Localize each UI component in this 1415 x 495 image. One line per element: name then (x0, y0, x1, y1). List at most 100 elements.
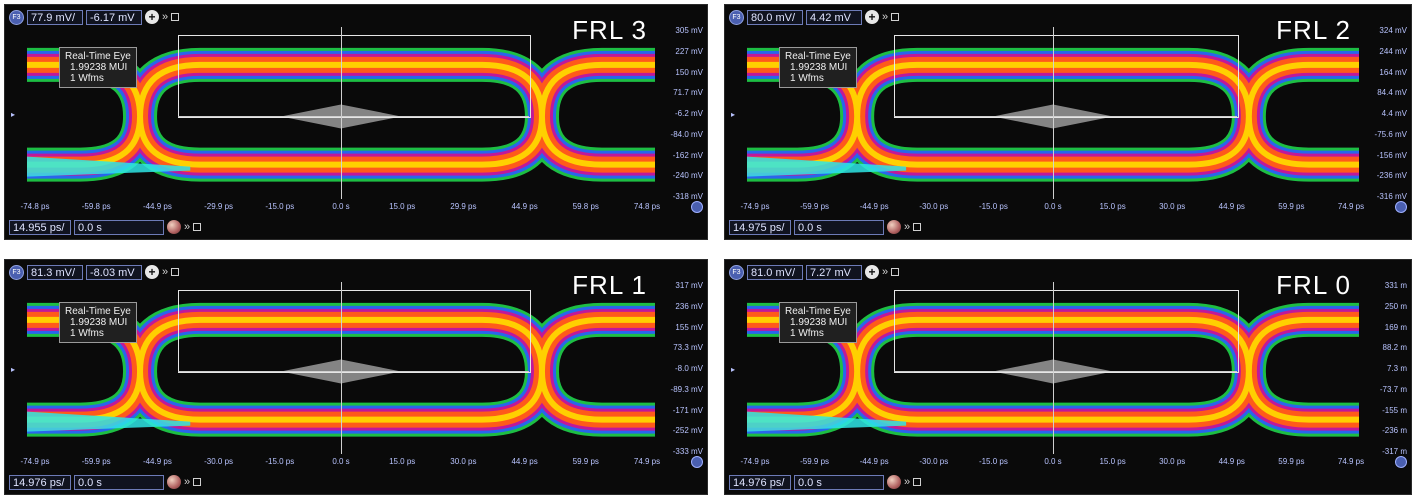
volts-per-div-field[interactable]: 81.0 mV/ (747, 264, 803, 280)
channel-icon[interactable]: F3 (729, 9, 744, 25)
offset-field[interactable]: 4.42 mV (806, 9, 862, 25)
channel-icon[interactable]: F3 (9, 264, 24, 280)
measurement-box[interactable] (893, 290, 1239, 374)
offset-field[interactable]: -6.17 mV (86, 9, 142, 25)
channel-icon[interactable]: F3 (729, 264, 744, 280)
x-tick-label: 44.9 ps (511, 457, 538, 466)
trigger-level-marker-icon[interactable]: ▸ (11, 110, 16, 120)
double-chevron-icon[interactable]: » (184, 221, 191, 233)
volts-per-div-field[interactable]: 77.9 mV/ (27, 9, 83, 25)
double-chevron-icon[interactable]: » (904, 221, 911, 233)
eye-info-box: Real-Time Eye 1.99238 MUI 1 Wfms (779, 47, 857, 88)
y-tick-label: -156 mV (1376, 150, 1407, 160)
offset-field[interactable]: 7.27 mV (806, 264, 862, 280)
y-tick-label: 88.2 m (1382, 343, 1407, 353)
double-chevron-icon[interactable]: » (162, 11, 169, 23)
horizontal-cursor[interactable] (893, 116, 1237, 118)
horizontal-cursor[interactable] (177, 371, 530, 373)
frl-label: FRL 1 (572, 270, 647, 300)
double-chevron-icon[interactable]: » (184, 476, 191, 488)
time-offset-field[interactable]: 0.0 s (74, 474, 164, 490)
y-tick-label: 150 mV (675, 67, 703, 77)
x-tick-label: -74.9 ps (740, 457, 770, 466)
vertical-cursor[interactable] (1053, 282, 1054, 454)
square-icon[interactable] (171, 13, 180, 21)
vertical-cursor[interactable] (341, 282, 342, 454)
time-per-div-field[interactable]: 14.955 ps/ (9, 219, 71, 235)
trigger-level-marker-icon[interactable]: ▸ (11, 365, 16, 375)
timebase-ball-icon[interactable] (167, 220, 181, 234)
info-title: Real-Time Eye (785, 51, 851, 62)
y-tick-label: 324 mV (1379, 26, 1407, 35)
trigger-level-marker-icon[interactable]: ▸ (731, 110, 736, 120)
double-chevron-icon[interactable]: » (882, 266, 889, 278)
time-offset-field[interactable]: 0.0 s (794, 219, 884, 235)
square-icon[interactable] (193, 223, 202, 231)
time-per-div-field[interactable]: 14.975 ps/ (729, 219, 791, 235)
y-tick-label: -333 mV (672, 447, 703, 456)
square-icon[interactable] (171, 268, 180, 276)
trigger-level-marker-icon[interactable]: ▸ (731, 365, 736, 375)
y-tick-label: 84.4 mV (1377, 88, 1407, 98)
timebase-toolbar: 14.976 ps/ 0.0 s » (9, 473, 202, 491)
y-tick-label: -316 mV (1376, 192, 1407, 201)
vertical-scale-toolbar: F3 77.9 mV/ -6.17 mV + » (9, 8, 180, 26)
x-tick-label: 74.9 ps (1337, 457, 1365, 466)
x-tick-label: 74.9 ps (633, 457, 661, 466)
timebase-toolbar: 14.975 ps/ 0.0 s » (729, 218, 922, 236)
plus-icon[interactable]: + (865, 10, 879, 24)
plus-icon[interactable]: + (865, 265, 879, 279)
timebase-ball-icon[interactable] (887, 475, 901, 489)
plus-icon[interactable]: + (145, 265, 159, 279)
x-tick-label: -15.0 ps (978, 202, 1008, 211)
double-chevron-icon[interactable]: » (904, 476, 911, 488)
x-tick-label: -44.9 ps (142, 202, 172, 211)
vertical-scale-toolbar: F3 80.0 mV/ 4.42 mV + » (729, 8, 900, 26)
eye-info-box: Real-Time Eye 1.99238 MUI 1 Wfms (59, 302, 137, 343)
square-icon[interactable] (891, 268, 900, 276)
measurement-box[interactable] (177, 290, 532, 374)
channel-corner-icon[interactable] (1395, 201, 1407, 213)
horizontal-cursor[interactable] (177, 116, 530, 118)
volts-per-div-field[interactable]: 81.3 mV/ (27, 264, 83, 280)
channel-corner-icon[interactable] (691, 201, 703, 213)
square-icon[interactable] (891, 13, 900, 21)
double-chevron-icon[interactable]: » (882, 11, 889, 23)
x-tick-label: -30.0 ps (204, 457, 234, 466)
volts-per-div-field[interactable]: 80.0 mV/ (747, 9, 803, 25)
measurement-box[interactable] (893, 35, 1239, 119)
channel-corner-icon[interactable] (1395, 456, 1407, 468)
time-offset-field[interactable]: 0.0 s (794, 474, 884, 490)
timebase-ball-icon[interactable] (167, 475, 181, 489)
x-tick-label: 0.0 s (1044, 457, 1062, 466)
square-icon[interactable] (193, 478, 202, 486)
timebase-ball-icon[interactable] (887, 220, 901, 234)
info-mui: 1.99238 MUI (790, 317, 848, 328)
x-tick-label: 59.9 ps (1278, 202, 1305, 211)
x-tick-label: 44.9 ps (1218, 202, 1245, 211)
x-tick-label: -74.9 ps (20, 457, 50, 466)
info-wfms: 1 Wfms (70, 73, 104, 84)
x-tick-label: 15.0 ps (389, 457, 416, 466)
vertical-cursor[interactable] (341, 27, 342, 199)
x-tick-label: -59.8 ps (81, 202, 111, 211)
y-tick-label: 244 mV (1379, 46, 1407, 56)
y-tick-label: -73.7 m (1379, 384, 1407, 394)
y-tick-label: -252 mV (672, 426, 703, 436)
time-per-div-field[interactable]: 14.976 ps/ (9, 474, 71, 490)
offset-field[interactable]: -8.03 mV (86, 264, 142, 280)
square-icon[interactable] (913, 223, 922, 231)
eye-plot-area[interactable] (747, 27, 1359, 199)
plus-icon[interactable]: + (145, 10, 159, 24)
horizontal-cursor[interactable] (893, 371, 1237, 373)
measurement-box[interactable] (177, 35, 532, 119)
info-mui: 1.99238 MUI (790, 62, 848, 73)
time-offset-field[interactable]: 0.0 s (74, 219, 164, 235)
vertical-cursor[interactable] (1053, 27, 1054, 199)
square-icon[interactable] (913, 478, 922, 486)
x-tick-label: 0.0 s (1044, 202, 1062, 211)
time-per-div-field[interactable]: 14.976 ps/ (729, 474, 791, 490)
channel-corner-icon[interactable] (691, 456, 703, 468)
double-chevron-icon[interactable]: » (162, 266, 169, 278)
channel-icon[interactable]: F3 (9, 9, 24, 25)
